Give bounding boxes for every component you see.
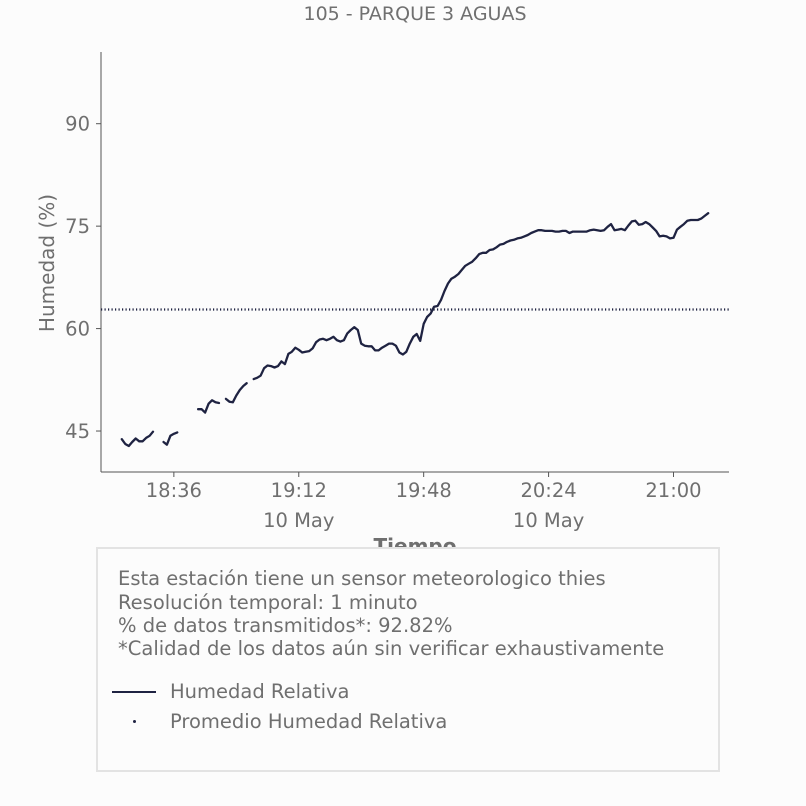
humedad-line-segment (120, 430, 155, 448)
legend-label: Humedad Relativa (170, 680, 350, 703)
x-tick-label: 19:12 (271, 479, 327, 502)
y-axis-label: Humedad (%) (35, 194, 59, 332)
info-line-quality: *Calidad de los datos aún sin verificar … (118, 637, 665, 660)
y-tick-label: 60 (65, 318, 90, 341)
x-date-label: 10 May (513, 509, 584, 532)
humedad-line-segment (224, 382, 248, 404)
x-tick-label: 20:24 (520, 479, 576, 502)
legend-line-swatch (112, 691, 156, 693)
x-tick-label: 18:36 (146, 479, 202, 502)
x-tick-label: 19:48 (396, 479, 452, 502)
info-line-sensor: Esta estación tiene un sensor meteorolog… (118, 567, 606, 590)
info-line-transmitted: % de datos transmitidos*: 92.82% (118, 614, 453, 637)
x-date-label: 10 May (263, 509, 334, 532)
y-tick-label: 45 (65, 420, 90, 443)
legend-label: Promedio Humedad Relativa (170, 710, 448, 733)
chart-title: 105 - PARQUE 3 AGUAS (303, 3, 527, 25)
x-tick-label: 21:00 (645, 479, 701, 502)
info-line-resolution: Resolución temporal: 1 minuto (118, 591, 418, 614)
y-tick-label: 75 (65, 215, 90, 238)
humedad-line-segment (252, 212, 710, 381)
info-legend-box: Esta estación tiene un sensor meteorolog… (96, 547, 720, 772)
humedad-line-segment (162, 431, 179, 446)
humedad-line-segment (196, 399, 221, 414)
y-tick-label: 90 (65, 113, 90, 136)
legend-dot-swatch (133, 720, 136, 723)
